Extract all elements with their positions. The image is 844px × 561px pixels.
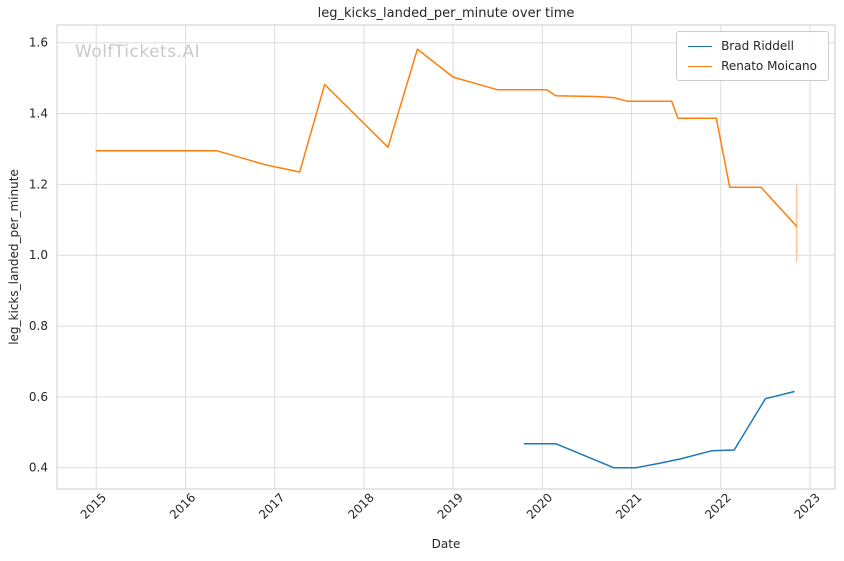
- y-tick-label: 0.6: [29, 390, 48, 404]
- x-tick-label: 2022: [702, 490, 733, 521]
- x-axis-label: Date: [431, 537, 461, 551]
- x-tick-label: 2019: [435, 490, 466, 521]
- x-tick-label: 2018: [345, 490, 376, 521]
- legend-line-swatch: [688, 65, 713, 67]
- y-tick-label: 1.2: [29, 177, 48, 191]
- x-tick-label: 2021: [613, 490, 644, 521]
- series-line-brad-riddell: [523, 390, 795, 469]
- y-tick-label: 1.0: [29, 248, 48, 262]
- legend-item-brad-riddell: Brad Riddell: [688, 40, 817, 52]
- legend-item-renato-moicano: Renato Moicano: [688, 60, 817, 72]
- legend-label: Brad Riddell: [721, 39, 794, 53]
- legend-line-swatch: [688, 45, 713, 47]
- y-tick-label: 1.4: [29, 107, 48, 121]
- legend-label: Renato Moicano: [721, 59, 817, 73]
- plot-border: [56, 24, 836, 490]
- x-tick-label: 2020: [524, 490, 555, 521]
- y-axis-label: leg_kicks_landed_per_minute: [7, 169, 21, 345]
- x-tick-label: 2017: [256, 490, 287, 521]
- series-line-renato-moicano: [95, 48, 798, 227]
- x-tick-label: 2016: [167, 490, 198, 521]
- y-tick-label: 1.6: [29, 36, 48, 50]
- watermark: WolfTickets.AI: [75, 42, 201, 62]
- legend: Brad Riddell Renato Moicano: [676, 31, 829, 81]
- y-tick-label: 0.4: [29, 461, 48, 475]
- chart-title: leg_kicks_landed_per_minute over time: [317, 6, 575, 21]
- x-tick-label: 2015: [78, 490, 109, 521]
- y-tick-label: 0.8: [29, 319, 48, 333]
- x-tick-label: 2023: [791, 490, 822, 521]
